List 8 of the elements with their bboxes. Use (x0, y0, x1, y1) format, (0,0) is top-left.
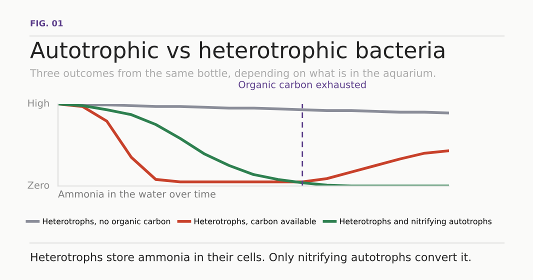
chart-subtitle: Three outcomes from the same bottle, depending on what is in the aquarium. (30, 68, 436, 80)
caption: FIG. 01 (30, 20, 63, 26)
chart-title: Autotrophic vs heterotrophic bacteria (30, 41, 444, 63)
text: Organic carbon exhausted (238, 80, 366, 90)
text: Heterotrophs store ammonia in their cells. Only nitrifying autotrophs convert it. (31, 252, 470, 264)
x-axis-title: Ammonia in the water over time (58, 190, 216, 198)
text: High (28, 99, 49, 109)
text: Zero (28, 182, 50, 189)
